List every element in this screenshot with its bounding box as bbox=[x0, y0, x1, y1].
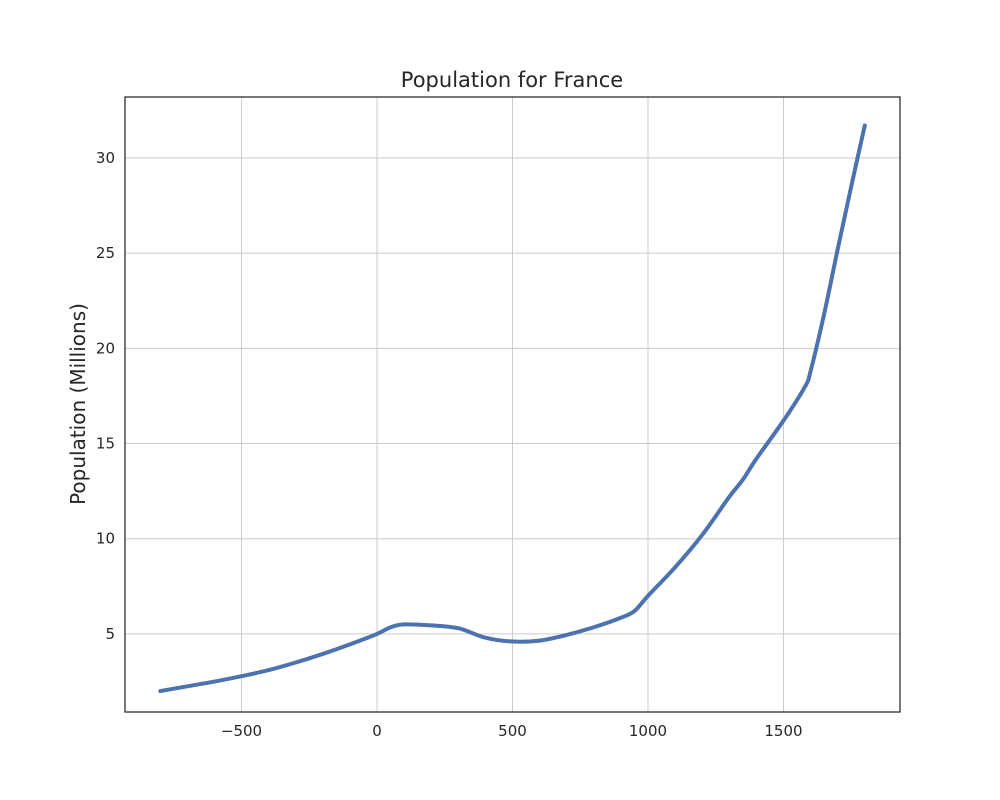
x-tick-label: 1500 bbox=[764, 722, 802, 740]
x-tick-label: −500 bbox=[221, 722, 262, 740]
x-tick-label: 0 bbox=[372, 722, 382, 740]
y-grid bbox=[125, 157, 900, 635]
y-tick-label: 5 bbox=[105, 625, 115, 643]
y-tick-label: 25 bbox=[96, 244, 115, 262]
series-group bbox=[158, 123, 867, 694]
chart-title: Population for France bbox=[401, 68, 623, 92]
x-axis: −500 0 500 1000 1500 bbox=[221, 722, 803, 740]
plot-frame bbox=[124, 96, 901, 713]
x-tick-label: 500 bbox=[498, 722, 527, 740]
population-series-line bbox=[158, 123, 867, 694]
y-tick-label: 30 bbox=[96, 149, 115, 167]
y-tick-label: 10 bbox=[96, 530, 115, 548]
x-tick-label: 1000 bbox=[629, 722, 667, 740]
y-axis-label: Population (Millions) bbox=[66, 303, 90, 505]
x-grid bbox=[241, 97, 784, 712]
y-tick-label: 20 bbox=[96, 339, 115, 357]
y-tick-label: 15 bbox=[96, 435, 115, 453]
y-axis: 5 10 15 20 25 30 bbox=[96, 149, 115, 643]
